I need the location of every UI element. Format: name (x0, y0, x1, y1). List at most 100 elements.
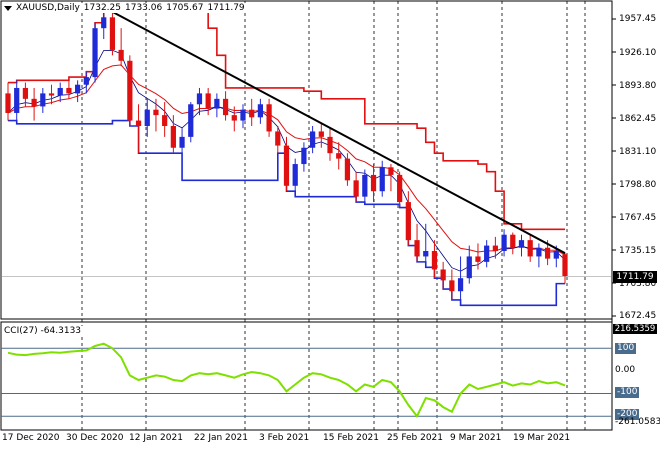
candle-body (231, 115, 237, 121)
candle-body (527, 240, 533, 257)
candle-body (118, 49, 124, 61)
candle-body (83, 77, 89, 85)
cci-level-100: 100 (615, 343, 637, 354)
candle-body (109, 17, 116, 50)
candle-body (414, 240, 420, 257)
candle-body (536, 247, 542, 257)
cci-line (7, 342, 566, 419)
candle-body (57, 87, 63, 96)
candle-body (249, 109, 255, 118)
candle-body (292, 164, 298, 186)
candle-body (92, 28, 98, 78)
candle-body (388, 167, 394, 175)
candle-body (31, 98, 37, 107)
candle-body (518, 240, 525, 248)
candle-body (127, 60, 133, 121)
time-tick: 15 Feb 2021 (323, 433, 380, 443)
time-tick: 30 Dec 2020 (66, 433, 124, 443)
candle-body (484, 245, 490, 262)
candle-body (257, 104, 264, 118)
candle-body (431, 251, 438, 270)
candle-body (214, 98, 220, 109)
low-value: 1705.67 (166, 3, 204, 13)
candle-body (101, 17, 107, 29)
candle-body (370, 174, 377, 192)
price-tick: 1767.45 (619, 213, 657, 223)
candle-body (405, 202, 411, 241)
candle-body (144, 109, 150, 127)
candle-body (466, 256, 472, 279)
time-tick: 3 Feb 2021 (259, 433, 310, 443)
current-price-badge: 1711.79 (613, 271, 657, 283)
candle-body (336, 153, 342, 159)
candle-body (309, 131, 316, 148)
cci-current-badge: 216.5359 (613, 324, 657, 334)
open-value: 1732.25 (83, 3, 121, 13)
price-tick: 1893.80 (619, 81, 657, 91)
candle-body (22, 87, 29, 99)
time-tick: 12 Jan 2021 (129, 433, 183, 443)
candle-body (344, 158, 351, 181)
price-tick: 1735.15 (619, 246, 657, 256)
candle-body (170, 126, 176, 148)
price-tick: 1703.80 (619, 279, 657, 289)
symbol-label: XAUUSD,Daily (16, 3, 80, 13)
candle-body (66, 87, 72, 94)
close-value: 1711.79 (207, 3, 245, 13)
candle-body (379, 167, 385, 192)
candle-body (196, 93, 203, 105)
candle-body (153, 109, 159, 116)
price-tick: 1672.45 (619, 311, 657, 321)
candle-body (362, 174, 368, 197)
candle-body (544, 247, 551, 259)
cci-min-label: -261.0583 (615, 417, 660, 427)
candle-body (449, 280, 455, 292)
candle-body (353, 180, 359, 197)
high-value: 1733.06 (125, 3, 163, 13)
candle-body (510, 234, 516, 248)
candle-body (440, 269, 446, 281)
candle-body (397, 174, 403, 203)
candle-body (475, 256, 481, 262)
candle-body (553, 251, 559, 259)
candle-body (266, 104, 272, 132)
time-tick: 25 Feb 2021 (387, 433, 444, 443)
price-tick: 1798.80 (619, 180, 657, 190)
cci-title: CCI(27) -64.3133 (4, 326, 84, 336)
candle-body (423, 251, 429, 257)
candle-body (301, 147, 307, 165)
time-tick: 22 Jan 2021 (194, 433, 248, 443)
time-tick: 9 Mar 2021 (450, 433, 502, 443)
chart-header: XAUUSD,Daily 1732.25 1733.06 1705.67 171… (4, 3, 247, 13)
time-tick: 17 Dec 2020 (2, 433, 60, 443)
price-tick: 1957.45 (619, 14, 657, 24)
trendline (111, 10, 566, 255)
price-tick: 1862.45 (619, 114, 657, 124)
candle-body (240, 109, 246, 121)
candle-body (205, 93, 211, 109)
candle-body (5, 93, 11, 113)
candle-body (222, 98, 229, 116)
cci-level-minus200: -200 (615, 409, 640, 420)
candle-body (48, 93, 55, 96)
candle-body (188, 104, 194, 137)
price-tick: 1831.10 (619, 147, 657, 157)
slow-ma-line (7, 64, 566, 256)
candle-body (318, 131, 324, 137)
cci-level-minus100: -100 (615, 387, 640, 398)
collapse-triangle-icon[interactable] (4, 5, 12, 11)
upper-channel-line (8, 5, 565, 231)
candle-body (457, 278, 464, 292)
candle-body (179, 136, 185, 148)
candle-body (492, 245, 498, 252)
time-tick: 19 Mar 2021 (513, 433, 571, 443)
candle-body (501, 234, 507, 252)
price-tick: 1926.10 (619, 48, 657, 58)
cci-level-0: 0.00 (615, 365, 636, 375)
candle-body (135, 120, 142, 127)
candle-body (275, 131, 281, 146)
candle-body (327, 136, 333, 154)
candle-body (75, 84, 81, 94)
candle-body (40, 93, 46, 107)
